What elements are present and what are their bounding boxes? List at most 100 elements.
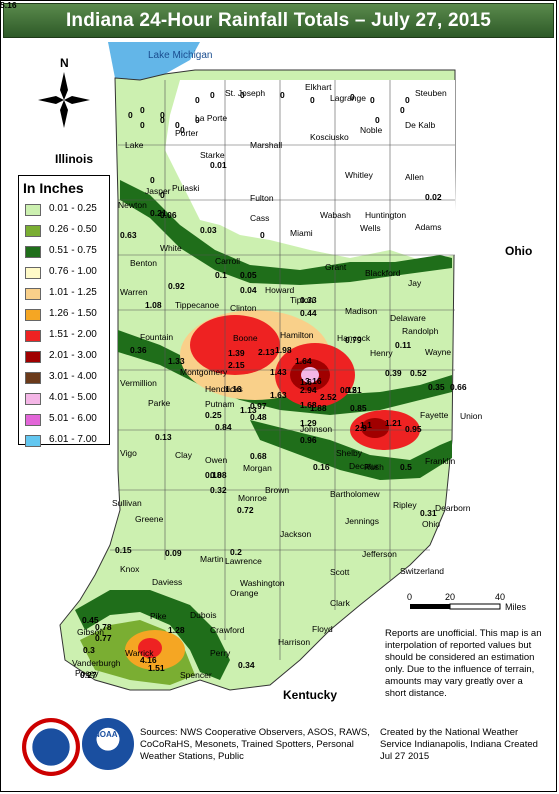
legend-row: 0.26 - 0.50	[19, 223, 109, 244]
county-label: Montgomery	[180, 367, 228, 377]
county-label: Jay	[408, 278, 422, 288]
rainfall-value: 1.29	[300, 418, 317, 428]
county-label: Union	[460, 411, 483, 421]
county-label: Rush	[364, 462, 384, 472]
rainfall-value: 0.04	[240, 285, 257, 295]
county-label: Vigo	[120, 448, 137, 458]
county-label: Madison	[345, 306, 378, 316]
lake-michigan	[108, 42, 200, 80]
rainfall-value: 0	[160, 190, 165, 200]
rainfall-value: 1.39	[228, 348, 245, 358]
scale-tick-20: 20	[445, 592, 456, 602]
noaa-logo-text: NOAA	[94, 730, 118, 739]
rainfall-value: 0.32	[210, 485, 227, 495]
legend-row: 1.01 - 1.25	[19, 286, 109, 307]
band-southeast	[250, 420, 452, 480]
county-label: Gibson	[77, 627, 104, 637]
county-label: Posey	[75, 668, 99, 678]
county-label: Whitley	[345, 170, 373, 180]
rainfall-value: 0.51	[345, 385, 362, 395]
rainfall-value: 1.98	[275, 345, 292, 355]
rainfall-value: 0.2	[230, 547, 242, 557]
county-label: Carroll	[215, 256, 241, 266]
rainfall-value: 0.44	[300, 308, 317, 318]
legend-label: 1.01 - 1.25	[49, 287, 97, 298]
county-label: Owen	[205, 455, 228, 465]
county-label: Fulton	[250, 193, 274, 203]
rainfall-value: 0.11	[395, 340, 412, 350]
rainfall-value: 1.64	[295, 356, 312, 366]
rainfall-value: 0.21	[150, 208, 167, 218]
county-label: Porter	[175, 128, 199, 138]
county-label: Johnson	[300, 424, 333, 434]
lake-label: Lake Michigan	[148, 50, 213, 61]
county-label: Clark	[330, 598, 350, 608]
rainfall-value: 4.16	[140, 655, 157, 665]
legend-swatch	[25, 372, 41, 384]
rainfall-value: 0.15	[115, 545, 132, 555]
state-label-kentucky: Kentucky	[283, 688, 338, 702]
rainfall-value: 0	[210, 90, 215, 100]
rainfall-value: 0.66	[450, 382, 467, 392]
rainfall-value: 0	[240, 90, 245, 100]
legend-label: 6.01 - 7.00	[49, 434, 97, 445]
rainfall-value: 0.39	[385, 368, 402, 378]
legend-swatch	[25, 414, 41, 426]
state-label-ohio: Ohio	[505, 244, 533, 258]
rainfall-value: 2.52	[320, 392, 337, 402]
rainfall-value: 0.79	[345, 335, 362, 345]
county-label: Greene	[135, 514, 164, 524]
county-label: Ripley	[393, 500, 417, 510]
county-label: Henry	[370, 348, 393, 358]
county-label: Blackford	[365, 268, 401, 278]
rainfall-value: 0.5	[400, 462, 412, 472]
title-bar: Indiana 24-Hour Rainfall Totals – July 2…	[3, 3, 554, 38]
scale-tick-0: 0	[407, 592, 413, 602]
legend-rows: 0.01 - 0.25 0.26 - 0.50 0.51 - 0.75 0.76 - …	[19, 202, 109, 454]
county-label: Jefferson	[362, 549, 397, 559]
rainfall-value: 0	[375, 115, 380, 125]
county-label: Clinton	[230, 303, 257, 313]
county-label: Wells	[360, 223, 381, 233]
county-label: De Kalb	[405, 120, 436, 130]
rainfall-value: 0	[310, 95, 315, 105]
legend-label: 1.51 - 2.00	[49, 329, 97, 340]
rainfall-value: 0.01	[210, 160, 227, 170]
county-lines	[110, 80, 455, 660]
rainfall-value: 0.34	[238, 660, 255, 670]
county-label: Elkhart	[305, 82, 332, 92]
county-label: Switzerland	[400, 566, 444, 576]
county-label: Bartholomew	[330, 489, 380, 499]
county-label: Lake	[125, 140, 144, 150]
north-arrow	[38, 72, 90, 128]
legend-row: 6.01 - 7.00	[19, 433, 109, 454]
rainfall-value: 0.97	[250, 401, 267, 411]
county-label: Jennings	[345, 516, 380, 526]
county-label: Delaware	[390, 313, 426, 323]
county-label: Hendricks	[205, 384, 243, 394]
rainfall-value: 0.02	[425, 192, 442, 202]
rainfall-value: 0.84	[215, 422, 232, 432]
county-label: Marshall	[250, 140, 283, 150]
rainfall-value: 0.68	[250, 451, 267, 461]
rainfall-value: 0.77	[95, 633, 112, 643]
rainfall-value: 0.3	[83, 645, 95, 655]
county-label: Howard	[265, 285, 295, 295]
band-central	[118, 330, 452, 415]
county-label: Wabash	[320, 210, 351, 220]
legend-swatch	[25, 393, 41, 405]
legend-label: 5.01 - 6.00	[49, 413, 97, 424]
county-label: Franklin	[425, 456, 456, 466]
county-label: Pulaski	[172, 183, 200, 193]
rainfall-value: 0	[195, 115, 200, 125]
county-label: Ohio	[422, 519, 440, 529]
county-label: Tipton	[290, 295, 314, 305]
map-title: Indiana 24-Hour Rainfall Totals – July 2…	[65, 10, 492, 31]
county-label: Daviess	[152, 577, 183, 587]
county-label: White	[160, 243, 182, 253]
rainfall-value: 1.33	[168, 356, 185, 366]
county-label: Tippecanoe	[175, 300, 220, 310]
core-red-boone	[190, 315, 280, 375]
legend-label: 2.01 - 3.00	[49, 350, 97, 361]
rainfall-value: 0.78	[95, 622, 112, 632]
